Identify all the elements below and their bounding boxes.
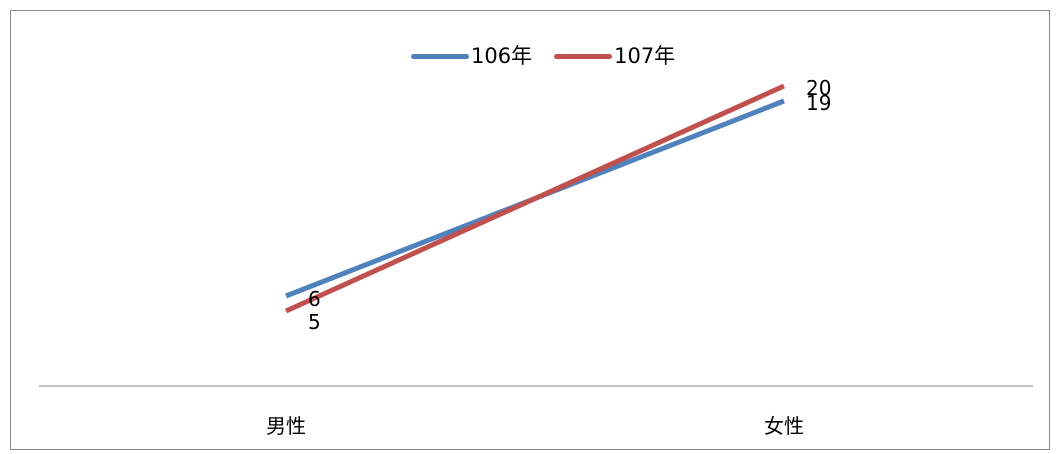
- data-label-1-1: 20: [806, 76, 831, 100]
- x-tick-label-1: 女性: [764, 414, 804, 438]
- legend-label-106: 106年: [471, 44, 533, 68]
- x-tick-label-0: 男性: [266, 414, 306, 438]
- legend-item-107: 107年: [554, 43, 675, 69]
- data-label-1-0: 5: [308, 310, 321, 334]
- data-label-0-1: 19: [806, 91, 831, 115]
- legend: 106年 107年: [411, 43, 697, 69]
- legend-item-106: 106年: [411, 43, 532, 69]
- legend-swatch-106: [411, 53, 469, 59]
- legend-swatch-107: [554, 53, 613, 59]
- data-label-0-0: 6: [308, 287, 321, 311]
- line-chart: 男性 女性 6 19 5 20: [39, 76, 1033, 438]
- series-line-1: [284, 83, 786, 314]
- chart-frame: 106年 107年 男性 女性 6 19 5 20: [10, 10, 1050, 450]
- legend-label-107: 107年: [614, 44, 676, 68]
